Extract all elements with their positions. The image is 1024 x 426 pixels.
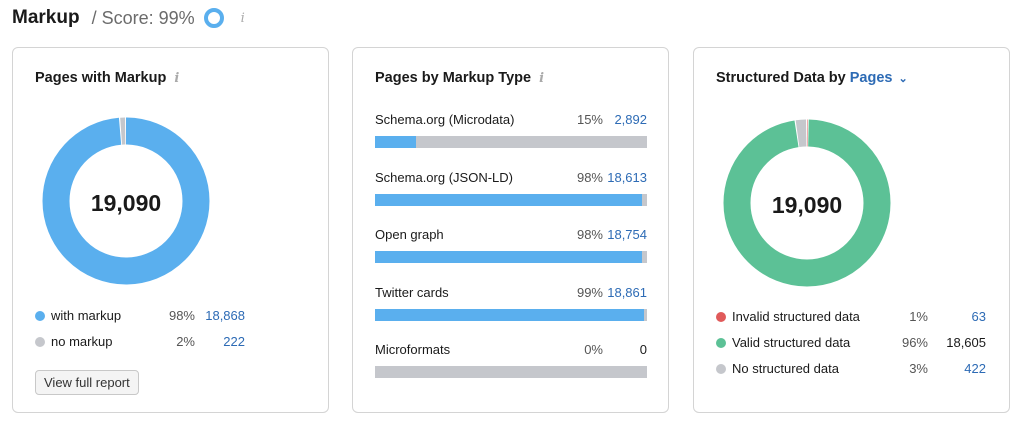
card-title: Pages with Markup xyxy=(35,70,167,86)
progress-fill xyxy=(375,251,642,263)
donut-segment-Valid-structured-data[interactable] xyxy=(723,119,891,287)
structured-data-card: Structured Data by Pages ⌄ 19,090 Invalid… xyxy=(693,47,1010,413)
legend-value[interactable]: 18,605 xyxy=(946,335,986,350)
row-percent: 98% xyxy=(576,169,603,185)
row-label: Schema.org (Microdata) xyxy=(375,112,515,127)
markup-donut-chart xyxy=(42,117,210,285)
legend-percent: 3% xyxy=(909,361,928,376)
legend-item[interactable]: with markup 98% 18,868 xyxy=(35,308,325,323)
row-value[interactable]: 18,754 xyxy=(607,227,647,242)
donut-segment-Invalid-structured-data[interactable] xyxy=(723,119,891,287)
progress-fill xyxy=(375,193,642,206)
row-value[interactable]: 0 xyxy=(639,342,647,357)
legend-item[interactable]: Invalid structured data 1% 63 xyxy=(716,309,1006,324)
legend-label: Invalid structured data xyxy=(732,309,860,324)
donut-total: 19,090 xyxy=(771,192,843,218)
page-header: Markup / Score: 99% i xyxy=(12,7,245,29)
legend-dot-icon xyxy=(716,337,726,348)
pages-dropdown[interactable]: Pages xyxy=(849,70,893,86)
progress-fill xyxy=(375,308,645,321)
legend-percent: 98% xyxy=(168,308,195,323)
row-percent: 99% xyxy=(576,284,603,300)
view-full-report-button[interactable]: View full report xyxy=(35,370,139,395)
progress-bar xyxy=(375,308,647,321)
row-label: Open graph xyxy=(375,227,444,242)
row-label: Microformats xyxy=(375,342,451,357)
pages-with-markup-card: Pages with Markup i 19,090 with markup 98%… xyxy=(12,47,329,413)
progress-bar xyxy=(375,136,647,148)
legend-dot-icon xyxy=(35,310,45,321)
legend-item[interactable]: Valid structured data 96% 18,605 xyxy=(716,335,1006,350)
legend-label: No structured data xyxy=(732,361,839,376)
card-title: Pages by Markup Type xyxy=(375,70,532,86)
page-title: Markup xyxy=(12,7,80,28)
row-percent: 0% xyxy=(584,342,603,357)
info-icon[interactable]: i xyxy=(539,70,545,86)
row-value[interactable]: 18,861 xyxy=(607,284,647,300)
row-value[interactable]: 18,613 xyxy=(607,169,647,185)
legend-value[interactable]: 222 xyxy=(223,334,245,349)
structured-data-donut-chart xyxy=(723,119,891,287)
progress-fill xyxy=(375,136,416,148)
progress-bar xyxy=(375,193,647,206)
legend-dot-icon xyxy=(716,363,726,374)
legend-value[interactable]: 18,868 xyxy=(205,308,245,323)
legend-value[interactable]: 422 xyxy=(964,361,986,376)
score-label: / Score: 99% xyxy=(91,7,195,28)
legend-label: Valid structured data xyxy=(732,335,851,350)
donut-segment-with-markup[interactable] xyxy=(42,117,210,285)
legend-item[interactable]: No structured data 3% 422 xyxy=(716,361,1006,376)
row-label: Schema.org (JSON-LD) xyxy=(375,169,513,185)
info-icon[interactable]: i xyxy=(240,10,245,26)
legend-value[interactable]: 63 xyxy=(971,309,986,324)
pages-by-markup-type-card: Pages by Markup Type i Schema.org (Microd… xyxy=(352,47,669,413)
legend-label: no markup xyxy=(51,334,113,349)
legend-item[interactable]: no markup 2% 222 xyxy=(35,334,325,349)
progress-bar xyxy=(375,366,647,378)
row-label: Twitter cards xyxy=(375,284,449,300)
row-percent: 15% xyxy=(576,112,603,127)
chevron-down-icon[interactable]: ⌄ xyxy=(898,72,908,85)
donut-total: 19,090 xyxy=(90,190,162,216)
legend-percent: 2% xyxy=(176,334,195,349)
row-percent: 98% xyxy=(576,227,603,242)
info-icon[interactable]: i xyxy=(174,70,180,86)
card-title: Structured Data by xyxy=(716,70,846,86)
legend-label: with markup xyxy=(51,308,122,323)
legend-percent: 96% xyxy=(901,335,928,350)
score-ring-icon xyxy=(203,8,224,28)
legend-dot-icon xyxy=(716,311,726,322)
legend-dot-icon xyxy=(35,336,45,347)
progress-bar xyxy=(375,251,647,263)
row-value[interactable]: 2,892 xyxy=(614,112,647,127)
legend-percent: 1% xyxy=(909,309,928,324)
